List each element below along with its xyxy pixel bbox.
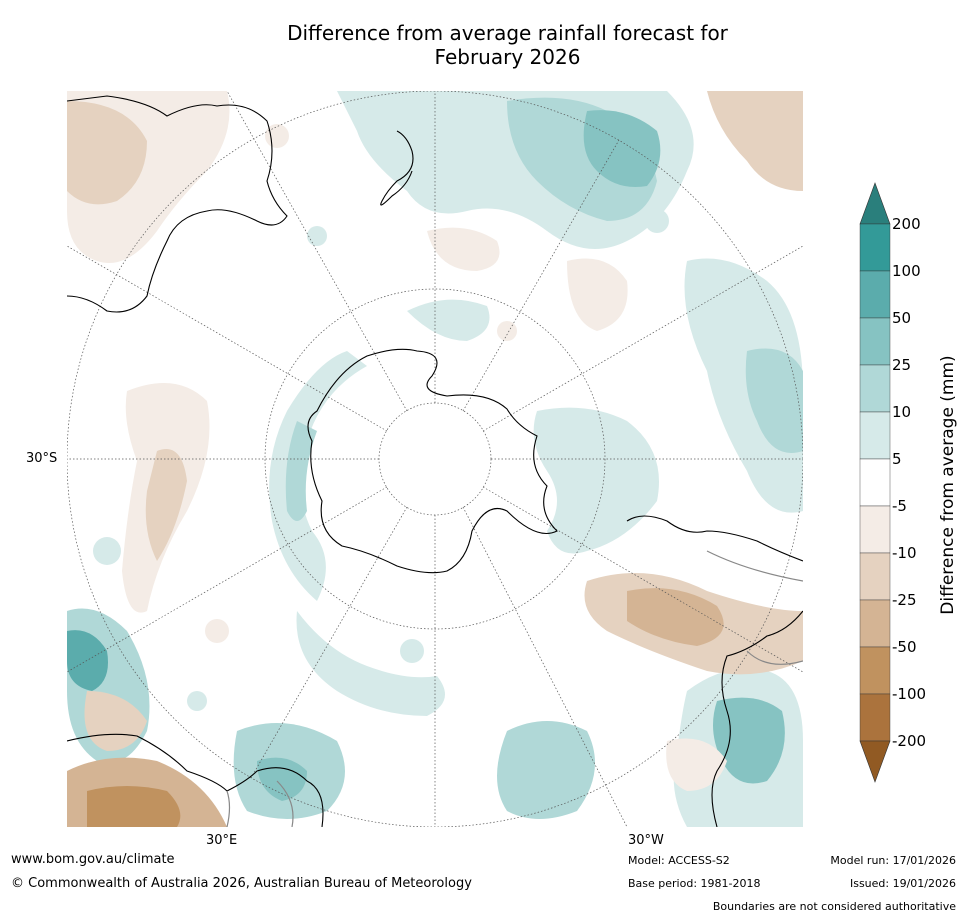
colorbar-tick: 5 — [892, 450, 902, 468]
colorbar-tick: 25 — [892, 356, 912, 374]
coastline-new-zealand — [380, 130, 414, 206]
dry-area-south-atlantic — [666, 738, 727, 791]
wet-area-southwest-africa-core — [67, 630, 108, 691]
dry-area-pacific-east — [567, 258, 628, 331]
wet-area-ross-sea — [407, 299, 490, 341]
colorbar-band-m100-m200 — [859, 693, 891, 742]
wet-area-atlantic-core — [713, 697, 785, 784]
coastline-antarctica — [307, 348, 558, 574]
colorbar — [859, 182, 891, 783]
country-boundaries — [226, 550, 803, 827]
colorbar-band-25-50 — [859, 317, 891, 366]
boundaries-disclaimer: Boundaries are not considered authoritat… — [712, 900, 956, 913]
border-south-america — [706, 550, 803, 665]
meridian-12 — [482, 486, 803, 673]
lon-label-30e: 30°E — [206, 833, 238, 848]
colorbar-over-triangle — [859, 182, 891, 225]
issued-date: Issued: 19/01/2026 — [849, 877, 956, 890]
colorbar-tick: 100 — [892, 262, 921, 280]
wet-area-antarctic-ring-west — [269, 351, 367, 601]
wet-spot-4 — [645, 209, 669, 233]
dry-area-south-africa-core — [87, 786, 181, 827]
colorbar-tick: -100 — [892, 685, 927, 703]
wet-area-east-pacific — [684, 258, 803, 513]
colorbar-band-m10-m25 — [859, 552, 891, 601]
dry-area-southeast-pacific — [707, 91, 803, 191]
wet-spot-2 — [400, 639, 424, 663]
copyright: © Commonwealth of Australia 2026, Austra… — [11, 876, 472, 891]
meridian-8 — [67, 486, 388, 673]
graticule — [67, 91, 803, 827]
dry-area-indian-ocean-core — [145, 449, 187, 561]
dry-area-australia-core — [67, 101, 147, 205]
title-line-2: February 2026 — [434, 45, 581, 69]
wet-spot-3 — [307, 226, 327, 246]
colorbar-tick: -25 — [892, 591, 917, 609]
dry-spot-2 — [497, 321, 517, 341]
colorbar-tick: -50 — [892, 638, 917, 656]
coastline-australia — [67, 95, 288, 313]
wet-area-antarctic-ring-west-core — [285, 421, 317, 521]
coastline-south-america — [626, 515, 803, 827]
wet-area-weddell — [533, 407, 659, 554]
dry-area-central-pacific — [427, 227, 500, 271]
wet-area-south-atlantic — [497, 721, 595, 819]
rainfall-map[interactable] — [67, 91, 803, 827]
wet-spot-6 — [187, 691, 207, 711]
colorbar-tick: -5 — [892, 497, 907, 515]
colorbar-band-5-10 — [859, 411, 891, 460]
colorbar-band-10-25 — [859, 364, 891, 413]
lon-label-30w: 30°W — [628, 833, 664, 848]
model-run-date: Model run: 17/01/2026 — [830, 854, 956, 867]
wet-area-south-indian — [296, 611, 445, 716]
colorbar-under-triangle — [859, 740, 891, 783]
dry-area-south-america-core — [627, 588, 724, 646]
colorbar-band-neutral — [859, 458, 891, 507]
colorbar-band-m25-m50 — [859, 599, 891, 648]
coastline-africa — [67, 733, 324, 827]
colorbar-tick: 50 — [892, 309, 912, 327]
colorbar-band-m50-m100 — [859, 646, 891, 695]
dry-anomaly-areas — [67, 91, 803, 827]
base-period: Base period: 1981-2018 — [628, 877, 761, 890]
meridian-10 — [67, 245, 388, 432]
lat-label-30s: 30°S — [26, 451, 58, 466]
website-link[interactable]: www.bom.gov.au/climate — [11, 852, 175, 867]
map-title: Difference from average rainfall forecas… — [0, 21, 965, 69]
latitude-circle-60s — [264, 288, 606, 630]
colorbar-band-50-100 — [859, 270, 891, 319]
model-name: Model: ACCESS-S2 — [628, 854, 730, 867]
wet-spot-5 — [93, 537, 121, 565]
colorbar-band-m5-m10 — [859, 505, 891, 554]
colorbar-tick: 200 — [892, 215, 921, 233]
wet-area-east-pacific-core — [745, 348, 803, 453]
colorbar-tick: -10 — [892, 544, 917, 562]
colorbar-band-100-200 — [859, 223, 891, 272]
coastlines — [67, 95, 803, 827]
colorbar-tick: 10 — [892, 403, 912, 421]
title-line-1: Difference from average rainfall forecas… — [287, 21, 728, 45]
colorbar-tick: -200 — [892, 732, 927, 750]
dry-area-africa-southwest — [84, 691, 147, 751]
dry-spot-3 — [205, 619, 229, 643]
map-svg — [67, 91, 803, 827]
meridian-9 — [226, 91, 408, 412]
meridian-6 — [482, 245, 803, 432]
meridian-11 — [462, 506, 628, 827]
border-africa — [226, 780, 294, 827]
colorbar-title: Difference from average (mm) — [938, 355, 958, 615]
